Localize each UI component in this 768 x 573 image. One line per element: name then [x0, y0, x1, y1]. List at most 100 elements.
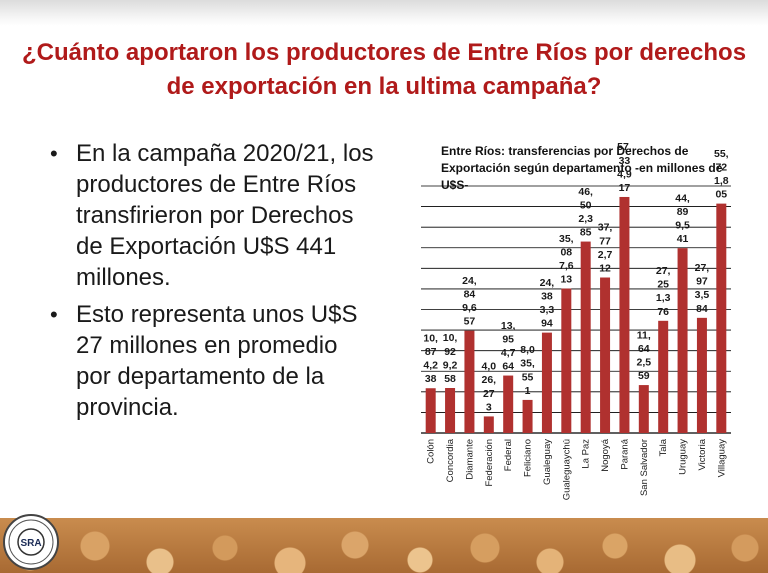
category-labels: Colón Concordia Diamante Federación Federal F… [426, 438, 728, 500]
data-label: 1 [525, 385, 531, 397]
bullet-text: Esto representa unos U$S 27 millones en … [76, 301, 358, 421]
bars [425, 196, 727, 433]
data-label: 64 [638, 343, 650, 355]
data-label: 50 [580, 199, 592, 211]
data-label: 46, [578, 186, 593, 198]
data-label: 55 [522, 371, 534, 383]
data-label: 3,5 [695, 289, 710, 301]
data-label: 4,0 [482, 361, 497, 373]
bar [522, 399, 533, 433]
category-label: San Salvador [639, 439, 650, 496]
data-label: 24, [462, 275, 477, 287]
bar [483, 416, 494, 433]
bar [561, 288, 572, 433]
data-label: 9,2 [443, 359, 458, 371]
category-label: Uruguay [678, 439, 689, 475]
logo-text: SRA [20, 538, 41, 549]
data-label: 35, [559, 233, 574, 245]
data-label: 84 [696, 303, 708, 315]
category-label: Colón [426, 439, 437, 464]
data-label: 35, [520, 358, 535, 370]
bar [716, 203, 727, 433]
bar [677, 248, 688, 433]
data-label: 85 [580, 227, 592, 239]
data-label: 13, [501, 320, 516, 332]
data-label: 95 [502, 333, 514, 345]
category-label: Paraná [619, 438, 630, 469]
bar [619, 196, 630, 433]
data-labels: 10,874,23810,929,25824,849,6574,026,2731… [423, 141, 728, 413]
data-label: 38 [425, 373, 437, 385]
sra-seal-icon: SRA [3, 514, 59, 570]
bar [658, 320, 669, 433]
data-label: 76 [657, 306, 669, 318]
data-label: 10, [423, 332, 438, 344]
category-label: Diamante [464, 439, 475, 480]
data-label: 4,7 [501, 347, 516, 359]
data-label: 4,2 [423, 360, 438, 372]
bullet-item: • Esto representa unos U$S 27 millones e… [46, 299, 376, 423]
bullet-item: • En la campaña 2020/21, los productores… [46, 138, 376, 293]
category-label: Concordia [445, 438, 456, 482]
bullet-dot-icon: • [50, 302, 58, 327]
bar [580, 241, 591, 433]
data-label: 57 [464, 316, 476, 328]
data-label: 2,3 [578, 213, 593, 225]
category-label: Victoria [697, 438, 708, 470]
data-label: 11, [637, 329, 651, 341]
data-label: 55, [714, 148, 729, 160]
data-label: 58 [444, 373, 456, 385]
category-label: Feliciano [523, 439, 534, 477]
data-label: 92 [444, 346, 456, 358]
bar [638, 385, 649, 433]
data-label: 77 [599, 235, 611, 247]
bar [464, 330, 475, 433]
data-label: 10, [443, 332, 458, 344]
data-label: 2,5 [637, 356, 652, 368]
category-label: Villaguay [716, 439, 727, 478]
bar [696, 317, 707, 433]
category-label: La Paz [581, 439, 592, 469]
bar [503, 375, 514, 433]
data-label: 8,0 [520, 344, 535, 356]
data-label: 37, [598, 222, 613, 234]
data-label: 12 [599, 263, 611, 275]
data-label: 17 [619, 182, 631, 194]
data-label: 72 [715, 161, 727, 173]
data-label: 24, [540, 277, 555, 289]
data-label: 84 [464, 289, 476, 301]
bar [541, 332, 552, 433]
data-label: 7,6 [559, 260, 574, 272]
data-label: 05 [715, 189, 727, 201]
data-label: 27, [656, 265, 671, 277]
category-label: Tala [658, 438, 669, 456]
bullet-list: • En la campaña 2020/21, los productores… [46, 138, 376, 429]
category-label: Federación [484, 439, 495, 487]
category-label: Gualeguay [542, 439, 553, 485]
category-label: Federal [503, 439, 514, 471]
slide-title: ¿Cuánto aportaron los productores de Ent… [21, 39, 747, 100]
data-label: 41 [677, 233, 689, 245]
category-label: Nogoyá [600, 438, 611, 471]
bullet-dot-icon: • [50, 141, 58, 166]
data-label: 1,3 [656, 292, 671, 304]
data-label: 26, [482, 374, 497, 386]
data-label: 2,7 [598, 249, 613, 261]
top-band [0, 0, 768, 26]
bar [445, 388, 456, 433]
data-label: 64 [502, 361, 514, 373]
data-label: 27 [483, 388, 495, 400]
data-label: 97 [696, 276, 708, 288]
bullet-text: En la campaña 2020/21, los productores d… [76, 140, 374, 291]
data-label: 25 [657, 279, 669, 291]
category-label: Gualeguaychú [561, 439, 572, 500]
data-label: 4,9 [617, 168, 632, 180]
data-label: 89 [677, 206, 689, 218]
footer-fade [0, 505, 768, 521]
footer-seeds-band [0, 518, 768, 573]
data-label: 38 [541, 290, 553, 302]
data-label: 87 [425, 346, 437, 358]
chart-title: Entre Ríos: transferencias por Derechos … [441, 144, 723, 192]
data-label: 57, [617, 141, 632, 153]
